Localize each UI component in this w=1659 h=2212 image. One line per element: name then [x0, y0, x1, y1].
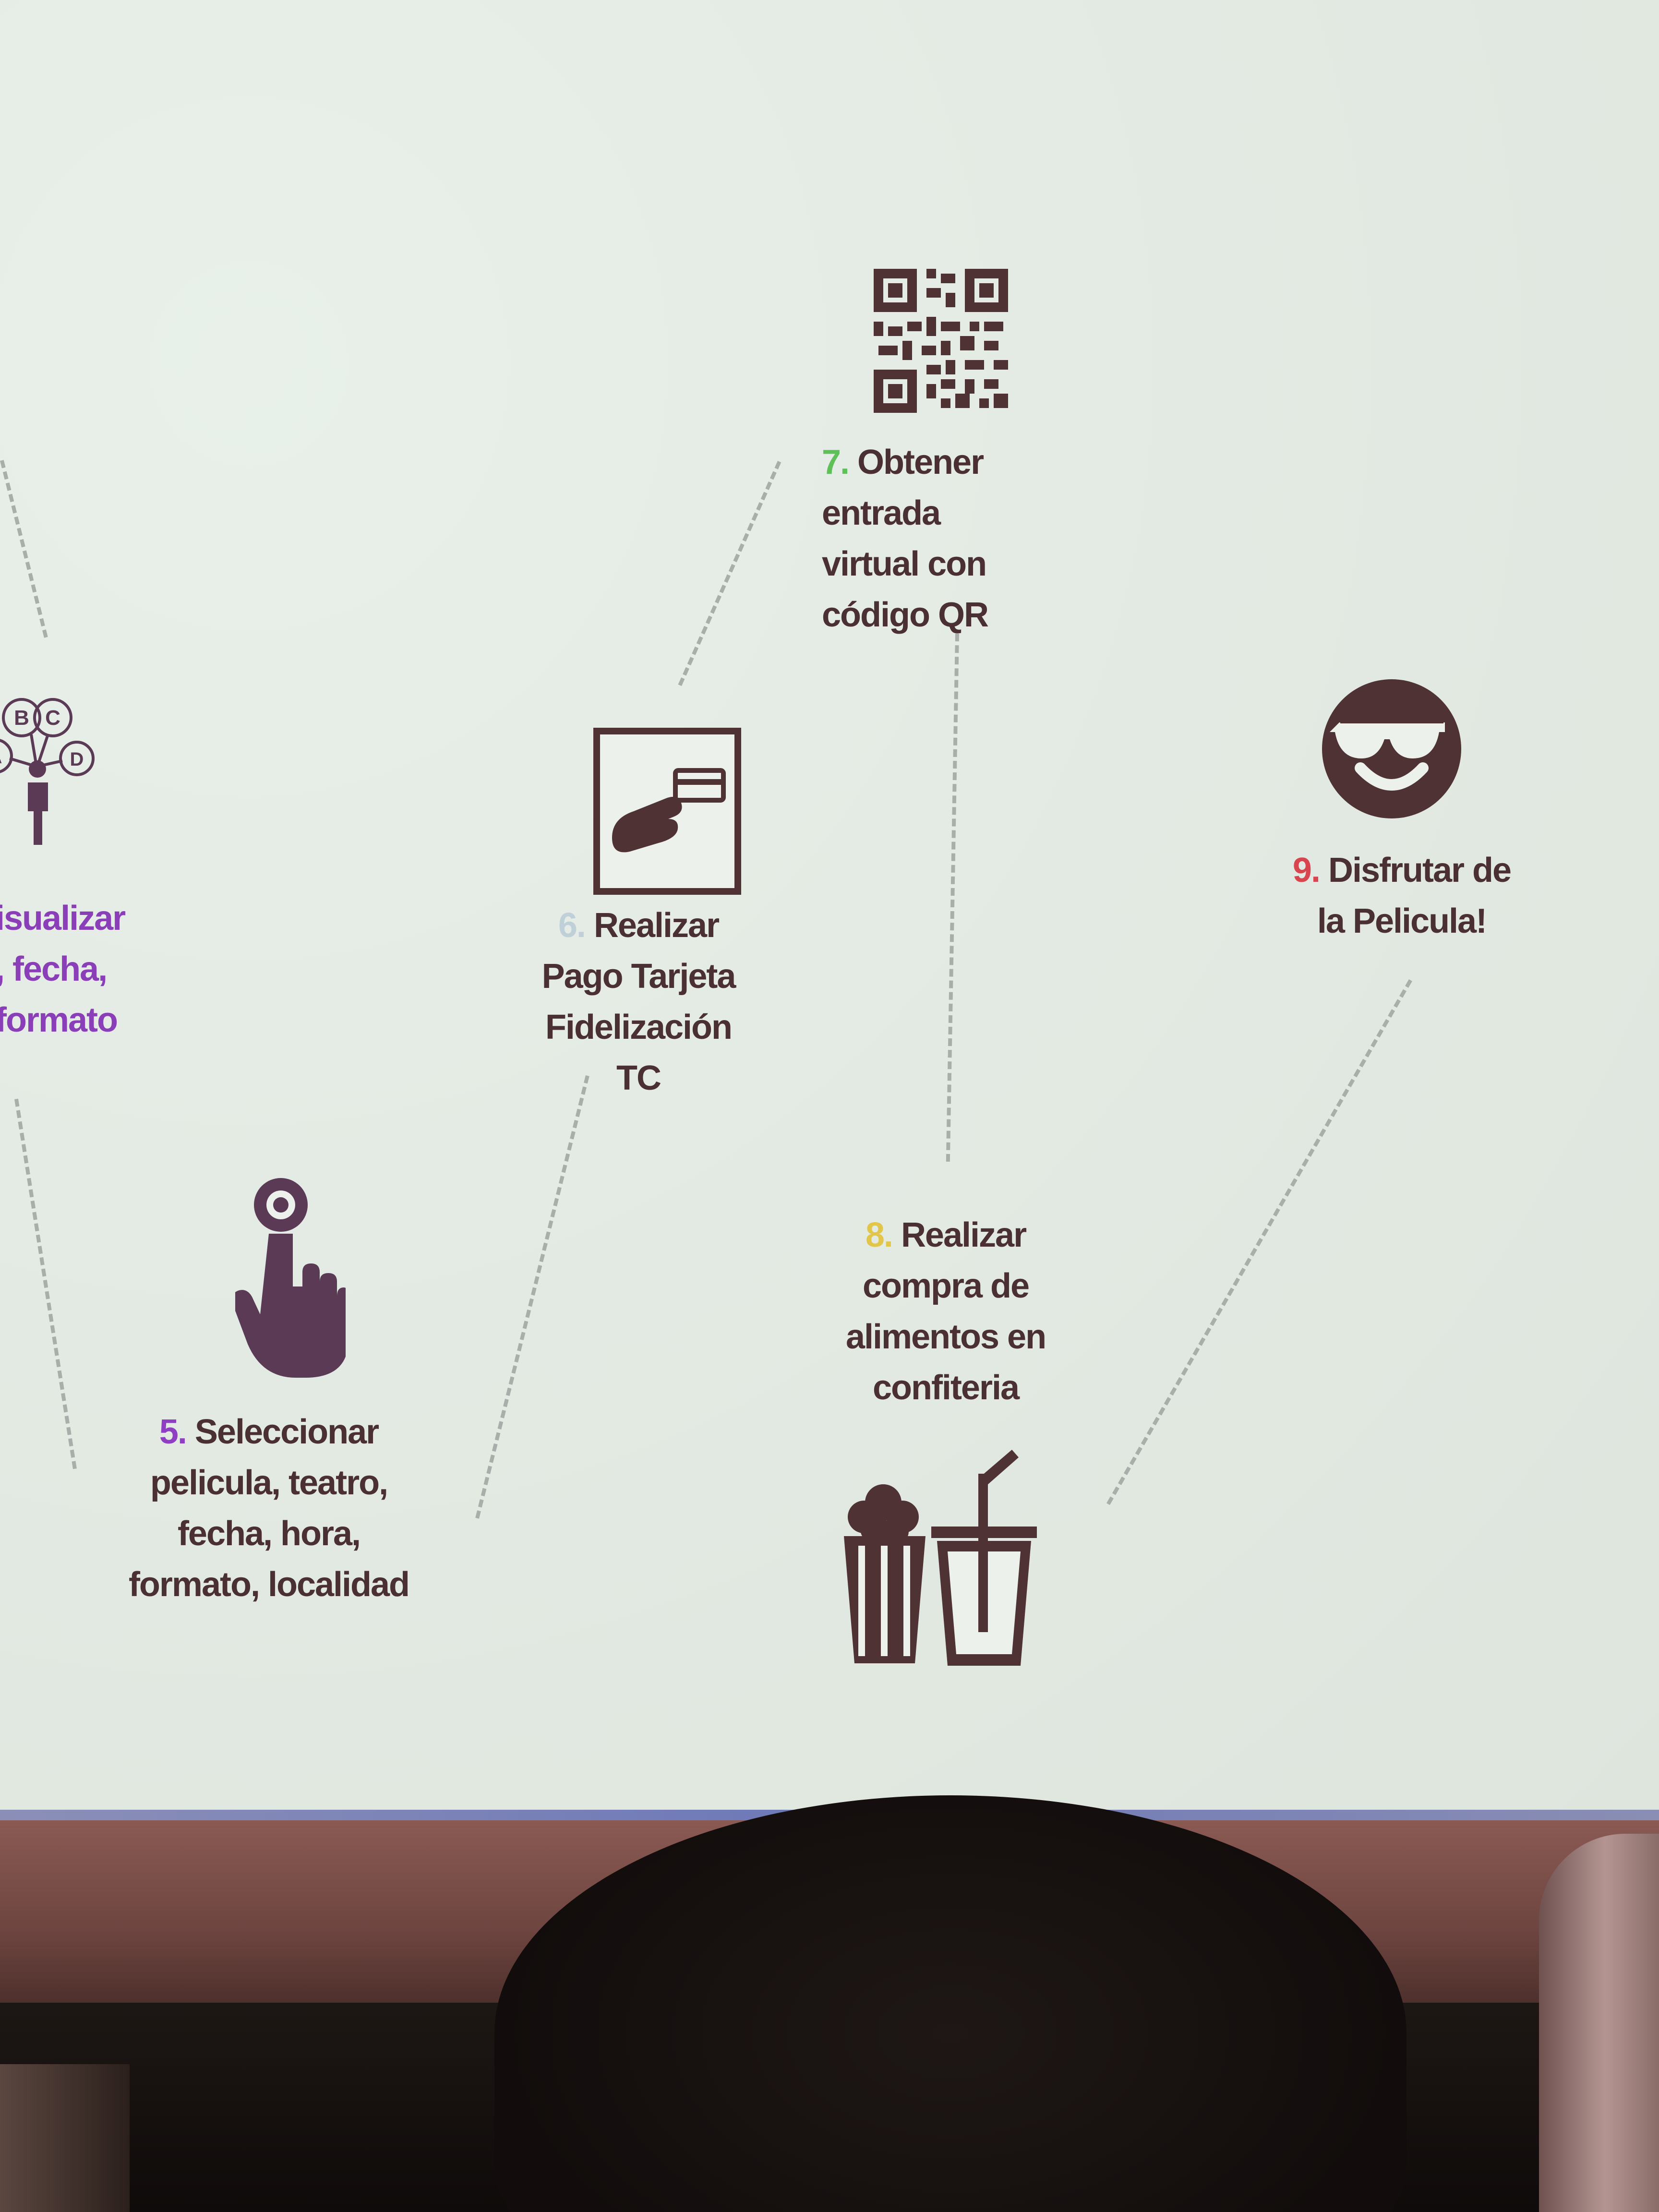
- step4-line-3: formato: [0, 1001, 118, 1039]
- connector-left-bottom: [14, 1098, 77, 1469]
- connector-8-9: [1106, 979, 1412, 1505]
- option-letter-c: C: [45, 706, 60, 730]
- step9-first-line: Disfrutar de: [1328, 851, 1512, 890]
- step8-line-3: confiteria: [872, 1369, 1020, 1407]
- step6-first-line: Realizar: [593, 906, 720, 945]
- popcorn-drink-icon: [844, 1450, 1037, 1666]
- option-letter-b: B: [14, 706, 29, 730]
- step9-number: 9.: [1292, 851, 1321, 890]
- step6-number: 6.: [558, 906, 586, 945]
- step8-line-2: alimentos en: [845, 1318, 1046, 1356]
- step8-line-1: compra de: [862, 1267, 1030, 1305]
- connector-7-8: [946, 634, 959, 1162]
- connector-6-7: [678, 461, 781, 686]
- step8-label: 8. Realizar compra de alimentos en confit…: [816, 1210, 1075, 1413]
- step7-label: 7. Obtener entrada virtual con código QR: [822, 437, 989, 640]
- step9-line-1: la Pelicula!: [1317, 902, 1487, 940]
- step6-line-3: TC: [616, 1059, 661, 1097]
- step7-number: 7.: [822, 443, 850, 481]
- step5-line-2: fecha, hora,: [177, 1515, 361, 1553]
- options-person-icon: B C A D: [0, 698, 95, 845]
- step4-line-2: , fecha,: [0, 950, 108, 988]
- card-payment-icon: [593, 728, 741, 895]
- step6-line-1: Pago Tarjeta: [541, 957, 736, 996]
- step5-label: 5. Seleccionar pelicula, teatro, fecha, h…: [110, 1407, 427, 1610]
- step7-first-line: Obtener: [857, 443, 984, 481]
- step8-first-line: Realizar: [901, 1216, 1027, 1254]
- connector-5-6: [475, 1075, 589, 1519]
- step5-line-1: pelicula, teatro,: [150, 1464, 388, 1502]
- step7-line-1: entrada: [822, 494, 941, 532]
- step4-line-1: isualizar: [0, 899, 126, 938]
- touch-finger-icon: [235, 1178, 346, 1378]
- step6-line-2: Fidelización: [545, 1008, 733, 1046]
- connector-left-top: [0, 460, 48, 638]
- qr-code-icon: [874, 269, 1008, 413]
- step5-line-3: formato, localidad: [128, 1565, 410, 1604]
- room-left-light: [0, 2064, 130, 2212]
- step8-number: 8.: [865, 1216, 893, 1254]
- step4-label: isualizar , fecha, formato: [0, 893, 126, 1046]
- option-letter-d: D: [70, 749, 84, 770]
- option-letter-a: A: [0, 746, 2, 768]
- projected-slide: B C A D isualizar , fecha, formato: [0, 0, 1659, 1819]
- step9-label: 9. Disfrutar de la Pelicula!: [1267, 845, 1536, 947]
- step7-line-3: código QR: [822, 596, 989, 634]
- person-shoulder: [1539, 1834, 1659, 2212]
- audience-head-silhouette: [494, 1795, 1407, 2212]
- step5-number: 5.: [159, 1413, 187, 1451]
- step5-first-line: Seleccionar: [194, 1413, 379, 1451]
- step6-label: 6. Realizar Pago Tarjeta Fidelización TC: [528, 900, 749, 1104]
- sunglasses-smiley-icon: [1322, 679, 1461, 818]
- step7-line-2: virtual con: [822, 545, 987, 583]
